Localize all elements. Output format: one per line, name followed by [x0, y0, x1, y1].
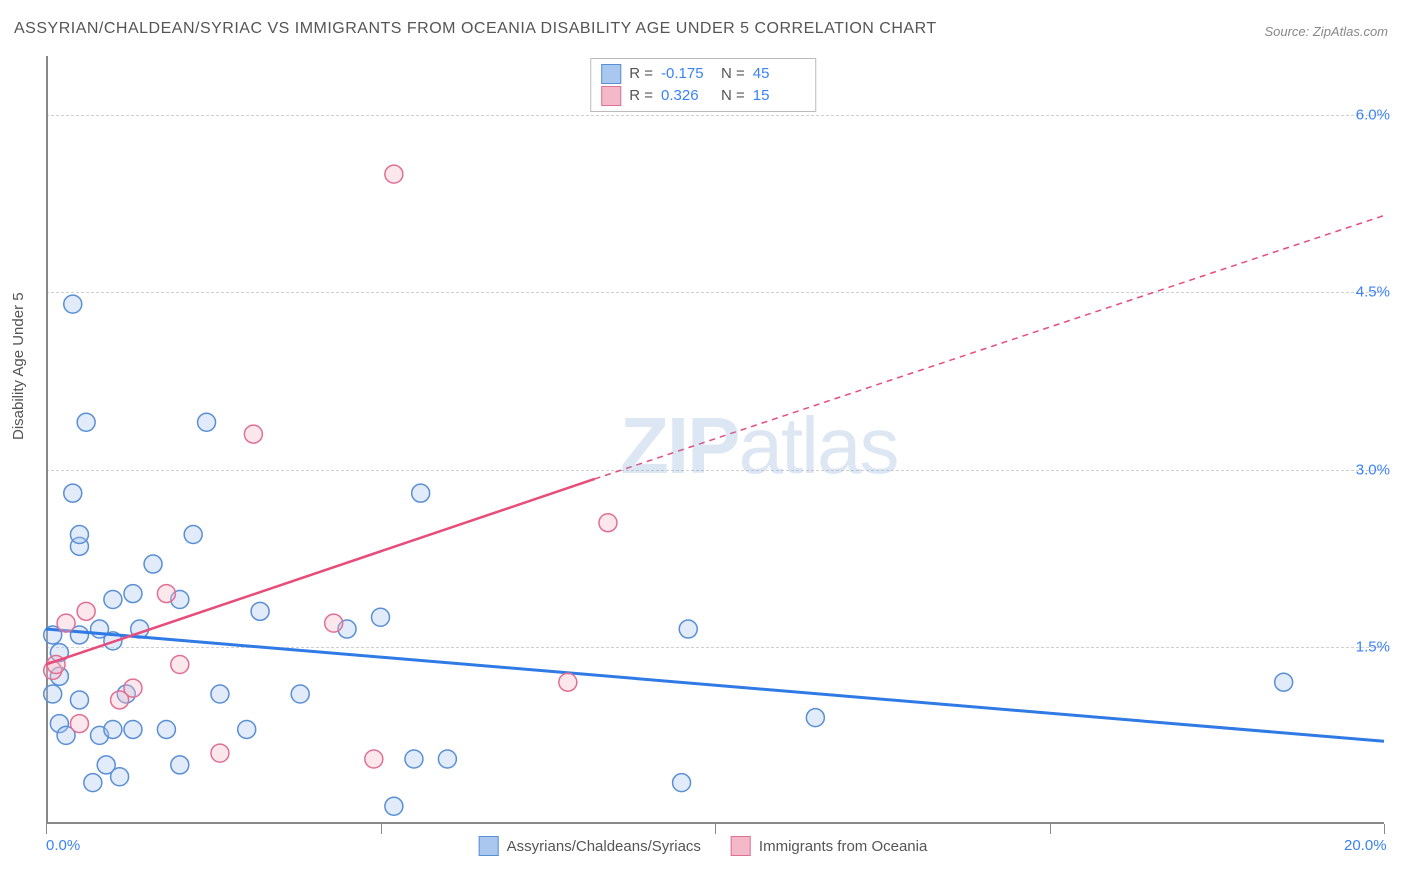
x-tick	[1050, 824, 1051, 834]
stats-row-series-2: R = 0.326 N = 15	[601, 85, 805, 107]
scatter-point	[385, 165, 403, 183]
scatter-point	[77, 602, 95, 620]
scatter-point	[64, 295, 82, 313]
scatter-point	[64, 484, 82, 502]
source-attribution: Source: ZipAtlas.com	[1264, 24, 1388, 39]
scatter-point	[171, 756, 189, 774]
n-label: N =	[721, 85, 745, 107]
scatter-point	[806, 709, 824, 727]
n-label: N =	[721, 63, 745, 85]
scatter-point	[559, 673, 577, 691]
swatch-series-2	[601, 86, 621, 106]
scatter-point	[84, 774, 102, 792]
scatter-point	[238, 720, 256, 738]
scatter-point	[104, 591, 122, 609]
chart-title: ASSYRIAN/CHALDEAN/SYRIAC VS IMMIGRANTS F…	[14, 20, 937, 38]
scatter-point	[211, 685, 229, 703]
scatter-point	[157, 585, 175, 603]
stats-row-series-1: R = -0.175 N = 45	[601, 63, 805, 85]
correlation-chart: ASSYRIAN/CHALDEAN/SYRIAC VS IMMIGRANTS F…	[0, 0, 1406, 892]
x-tick-label: 20.0%	[1344, 837, 1387, 854]
r-value-series-1: -0.175	[661, 63, 713, 85]
scatter-point	[70, 691, 88, 709]
scatter-point	[325, 614, 343, 632]
scatter-point	[679, 620, 697, 638]
r-label: R =	[629, 63, 653, 85]
r-value-series-2: 0.326	[661, 85, 713, 107]
scatter-point	[211, 744, 229, 762]
scatter-point	[57, 614, 75, 632]
scatter-point	[171, 655, 189, 673]
swatch-series-2	[731, 836, 751, 856]
scatter-point	[111, 768, 129, 786]
scatter-point	[599, 514, 617, 532]
legend-label-series-1: Assyrians/Chaldeans/Syriacs	[507, 838, 701, 855]
legend-label-series-2: Immigrants from Oceania	[759, 838, 927, 855]
scatter-point	[673, 774, 691, 792]
scatter-point	[124, 720, 142, 738]
x-tick	[715, 824, 716, 834]
y-tick-label: 1.5%	[1356, 638, 1390, 655]
x-tick-label: 0.0%	[46, 837, 80, 854]
y-tick-label: 3.0%	[1356, 461, 1390, 478]
scatter-point	[124, 679, 142, 697]
y-tick-label: 6.0%	[1356, 107, 1390, 124]
scatter-point	[291, 685, 309, 703]
correlation-stats-legend: R = -0.175 N = 45 R = 0.326 N = 15	[590, 58, 816, 112]
scatter-point	[251, 602, 269, 620]
x-tick	[1384, 824, 1385, 834]
scatter-point	[405, 750, 423, 768]
trend-line-solid	[46, 479, 595, 665]
scatter-point	[1275, 673, 1293, 691]
scatter-point	[412, 484, 430, 502]
scatter-point	[70, 526, 88, 544]
swatch-series-1	[479, 836, 499, 856]
scatter-point	[365, 750, 383, 768]
scatter-point	[244, 425, 262, 443]
scatter-point	[157, 720, 175, 738]
scatter-point	[44, 685, 62, 703]
trend-line-dashed	[595, 216, 1384, 479]
legend-item-series-2: Immigrants from Oceania	[731, 836, 927, 856]
scatter-point	[70, 715, 88, 733]
scatter-point	[372, 608, 390, 626]
scatter-point	[104, 720, 122, 738]
y-axis-label: Disability Age Under 5	[10, 292, 27, 440]
scatter-point	[184, 526, 202, 544]
series-legend: Assyrians/Chaldeans/Syriacs Immigrants f…	[479, 836, 928, 856]
n-value-series-1: 45	[753, 63, 805, 85]
scatter-point	[198, 413, 216, 431]
swatch-series-1	[601, 64, 621, 84]
scatter-point	[124, 585, 142, 603]
n-value-series-2: 15	[753, 85, 805, 107]
scatter-point	[144, 555, 162, 573]
scatter-point	[77, 413, 95, 431]
x-tick	[381, 824, 382, 834]
legend-item-series-1: Assyrians/Chaldeans/Syriacs	[479, 836, 701, 856]
r-label: R =	[629, 85, 653, 107]
scatter-point	[438, 750, 456, 768]
y-tick-label: 4.5%	[1356, 284, 1390, 301]
x-tick	[46, 824, 47, 834]
scatter-point	[385, 797, 403, 815]
plot-svg	[46, 56, 1384, 824]
